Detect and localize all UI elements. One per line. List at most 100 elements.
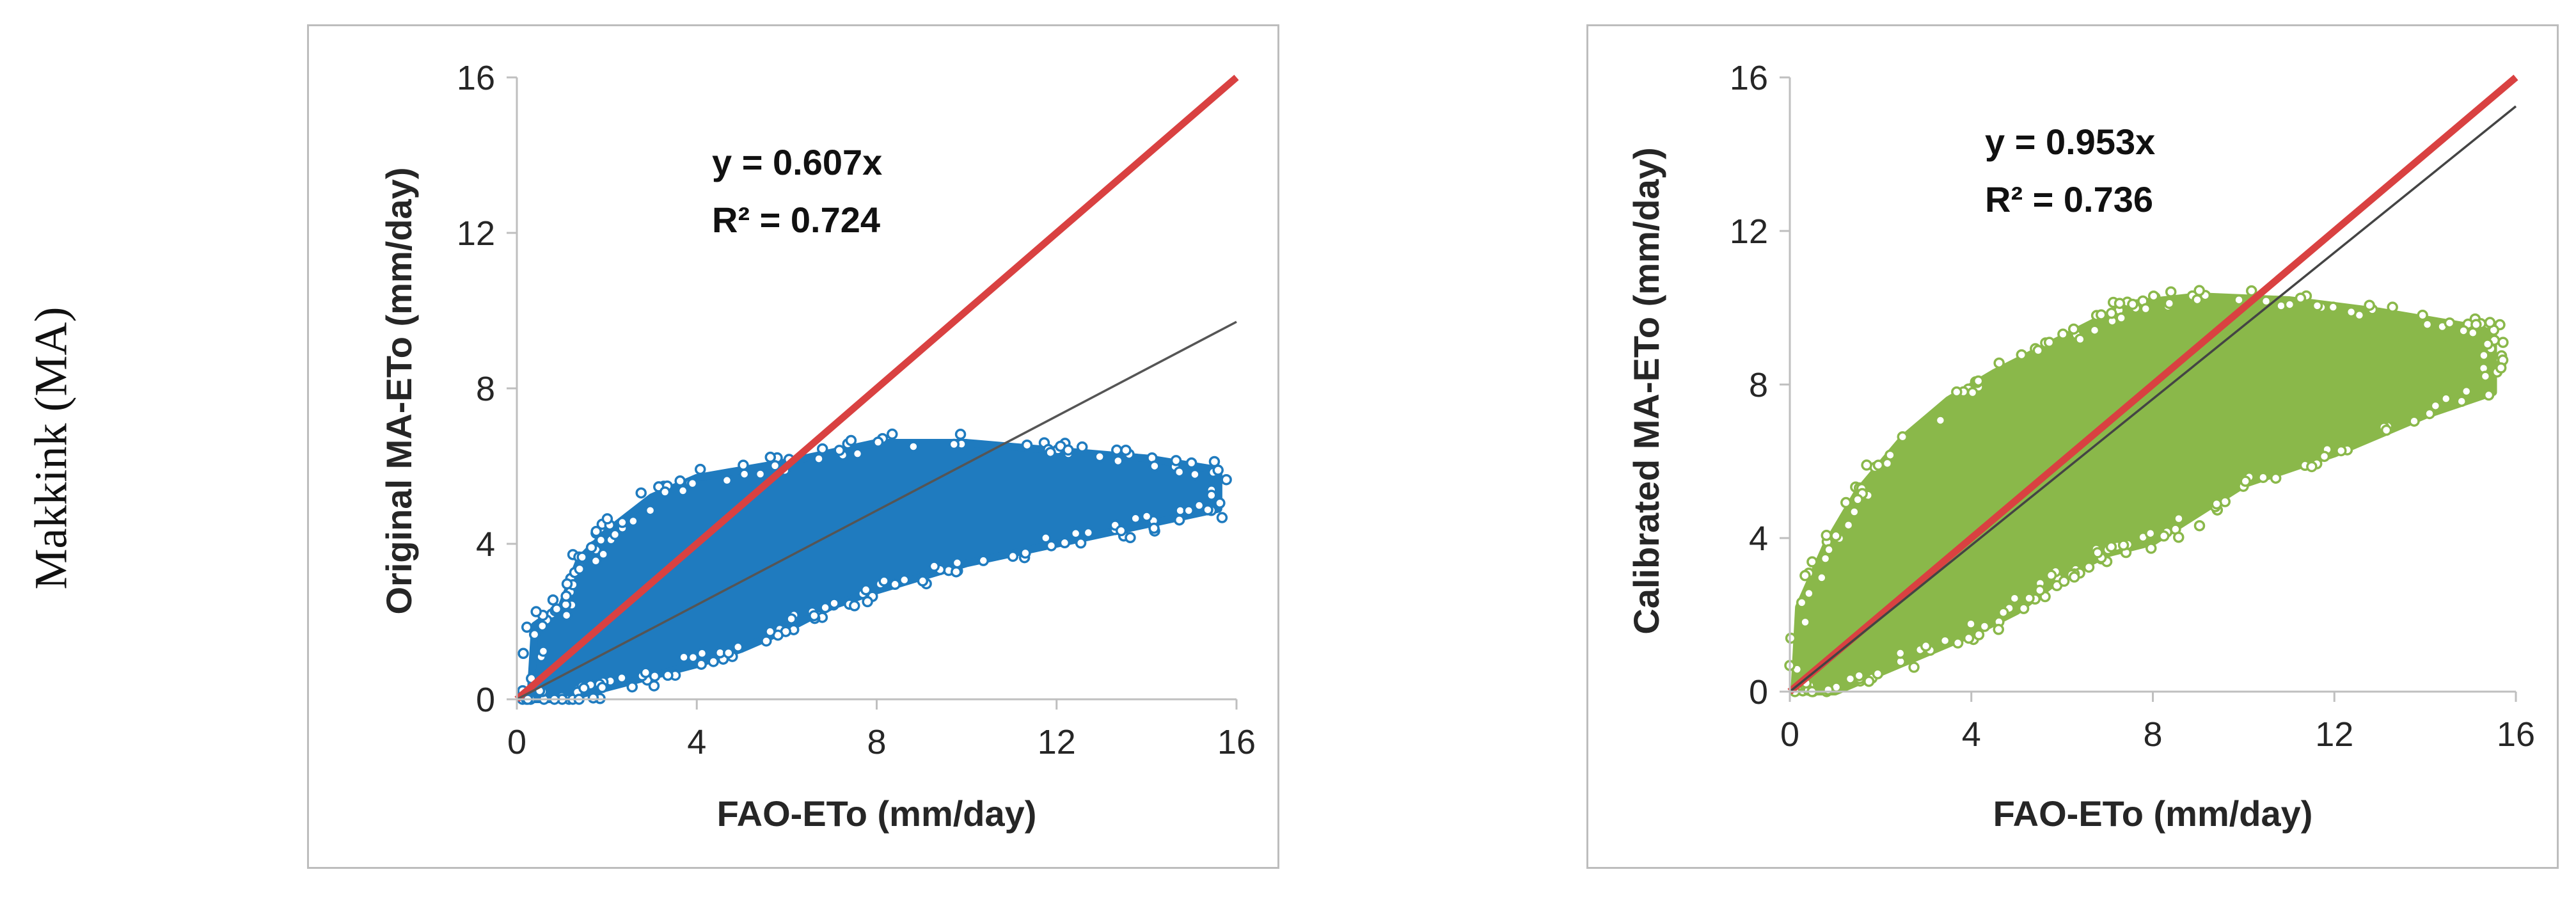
scatter-point	[1796, 597, 1808, 608]
y-tick-label: 16	[457, 59, 495, 97]
scatter-point	[585, 542, 597, 553]
scatter-point	[1112, 455, 1124, 467]
scatter-point	[2484, 317, 2496, 328]
scatter-point	[1842, 519, 1854, 531]
scatter-point	[1082, 527, 1094, 539]
scatter-point	[1149, 460, 1160, 472]
scatter-point	[1830, 530, 1842, 542]
scatter-point	[1020, 547, 1031, 559]
x-tick-label: 0	[507, 723, 526, 761]
scatter-point	[2364, 299, 2375, 311]
scatter-point	[518, 647, 529, 660]
scatter-point	[1063, 444, 1074, 456]
scatter-point	[1840, 496, 1852, 509]
scatter-point	[640, 667, 652, 678]
y-tick-label: 8	[476, 370, 495, 408]
x-tick-label: 16	[1217, 723, 1256, 761]
scatter-point	[828, 598, 840, 609]
scatter-point	[951, 557, 963, 569]
scatter-point	[2045, 569, 2057, 582]
row-label-text: Makkink (MA)	[25, 306, 77, 589]
scatter-point	[662, 669, 674, 681]
scatter-point	[764, 626, 776, 637]
chart-calibrated: 0 4 8 12 16 0 4 8 12 16 FAO-ETo (mm/day) Calibrated…	[1626, 59, 2535, 834]
scatter-point	[537, 620, 548, 632]
scatter-point	[2327, 301, 2339, 313]
scatter-point	[1872, 668, 1884, 679]
scatter-point	[1934, 415, 1947, 426]
scatter-point	[635, 487, 647, 499]
scatter-point	[1863, 676, 1875, 687]
scatter-point	[1059, 537, 1071, 549]
scatter-point	[1216, 512, 1228, 523]
scatter-point	[2034, 584, 2046, 596]
scatter-point	[1125, 532, 1136, 544]
scatter-point	[887, 428, 898, 440]
scatter-point	[707, 656, 719, 667]
scatter-point	[1040, 532, 1052, 544]
scatter-point	[578, 682, 590, 694]
scatter-point	[537, 646, 549, 657]
r-squared-label: R² = 0.724	[712, 200, 880, 240]
scatter-point	[644, 505, 656, 516]
y-axis-title: Calibrated MA-ETo (mm/day)	[1626, 147, 1666, 634]
scatter-point	[2147, 290, 2160, 302]
scatter-point	[560, 591, 572, 602]
scatter-point	[1803, 587, 1815, 599]
scatter-point	[851, 448, 864, 459]
scatter-point	[1202, 504, 1213, 516]
scatter-point	[908, 441, 919, 452]
scatter-point	[2144, 527, 2156, 539]
scatter-point	[1908, 662, 1920, 673]
scatter-point	[1206, 489, 1217, 501]
scatter-point	[1965, 618, 1977, 630]
y-tick-label: 12	[457, 214, 495, 253]
scatter-point	[732, 641, 744, 653]
scatter-point	[1973, 629, 1985, 640]
scatter-point	[1816, 572, 1828, 583]
scatter-point	[1094, 451, 1105, 463]
scatter-point	[1853, 670, 1865, 681]
scatter-point	[2430, 400, 2442, 412]
scatter-point	[2495, 362, 2507, 374]
scatter-point	[1021, 439, 1033, 451]
scatter-point	[2458, 325, 2469, 337]
scatter-point	[590, 555, 602, 567]
chart-original: 0 4 8 12 16 0 4 8 12 16 FAO-ETo (mm/day) Original M…	[379, 59, 1256, 834]
scatter-point	[2387, 301, 2398, 313]
scatter-point	[1972, 375, 1984, 387]
scatter-point	[977, 555, 990, 566]
scatter-point	[1076, 441, 1088, 453]
r-squared-label: R² = 0.736	[1985, 179, 2153, 219]
scatter-point	[1111, 444, 1123, 456]
scatter-point	[560, 609, 573, 621]
scatter-point	[1979, 621, 1991, 632]
scatter-point	[2483, 389, 2495, 401]
scatter-point	[576, 552, 588, 563]
scatter-point	[1819, 553, 1831, 564]
scatter-point	[2233, 294, 2245, 306]
scatter-point	[1212, 464, 1224, 476]
scatter-point-cloud	[526, 439, 1222, 703]
scatter-point	[872, 436, 884, 448]
scatter-point	[694, 463, 706, 475]
scatter-point	[860, 584, 872, 596]
one-to-one-line	[1787, 74, 2518, 695]
scatter-point	[1844, 673, 1856, 685]
x-axis-title: FAO-ETo (mm/day)	[1993, 793, 2313, 834]
scatter-point	[1214, 497, 1226, 509]
scatter-point	[2260, 295, 2272, 307]
scatter-point	[547, 594, 559, 606]
scatter-point	[2165, 286, 2177, 298]
scatter-point	[2470, 319, 2482, 330]
scatter-point	[1823, 544, 1835, 555]
scatter-point	[928, 560, 940, 572]
y-tick-label: 16	[1730, 59, 1768, 97]
scatter-point	[845, 434, 857, 447]
scatter-point	[1993, 357, 2005, 369]
scatter-point	[764, 451, 777, 463]
scatter-point	[809, 610, 820, 622]
scatter-point	[2043, 337, 2055, 348]
regression-equation: y = 0.607x	[712, 142, 882, 182]
x-tick-label: 12	[1038, 723, 1076, 761]
